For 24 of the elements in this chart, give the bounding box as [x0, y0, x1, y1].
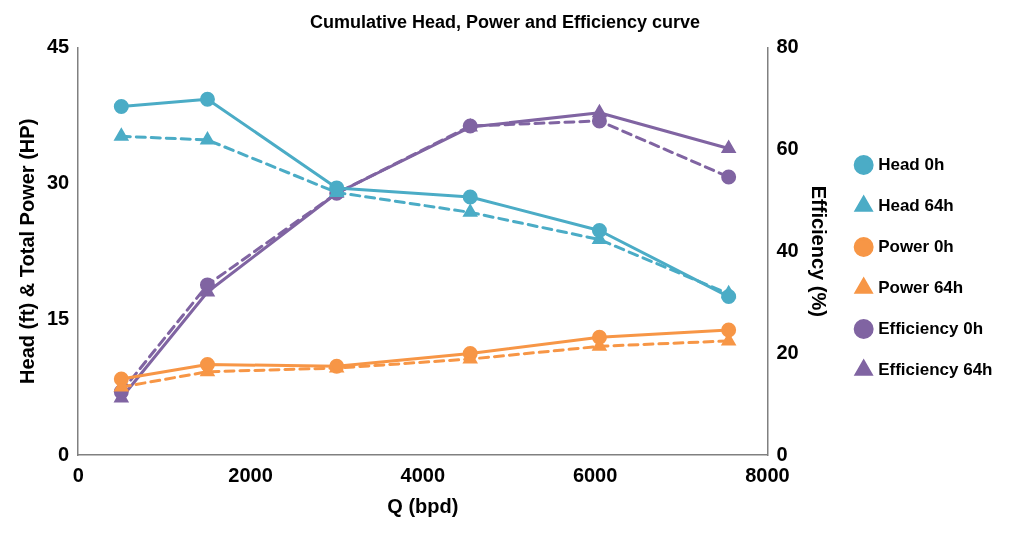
x-tick-label: 0: [72, 463, 84, 486]
legend-label: Efficiency 64h: [878, 359, 993, 379]
y-tick-label: 45: [47, 35, 70, 58]
y-tick-label: 0: [58, 442, 70, 465]
y2-tick-label: 0: [776, 442, 788, 465]
y-axis-title: Head (ft) & Total Power (HP): [15, 118, 38, 384]
legend-label: Head 64h: [878, 195, 954, 215]
legend-label: Power 64h: [878, 277, 964, 297]
y2-axis-title: Efficiency (%): [808, 185, 831, 317]
y2-tick-label: 80: [776, 35, 799, 58]
y-tick-label: 30: [47, 170, 70, 193]
y2-tick-label: 20: [776, 340, 799, 363]
y2-tick-label: 40: [776, 238, 799, 261]
y-tick-label: 15: [47, 306, 70, 329]
x-axis-title: Q (bpd): [387, 494, 459, 517]
chart-title: Cumulative Head, Power and Efficiency curve: [309, 11, 701, 32]
x-tick-label: 8000: [745, 463, 790, 486]
x-tick-label: 4000: [400, 463, 446, 486]
x-tick-label: 6000: [572, 463, 618, 486]
legend-label: Efficiency 0h: [878, 318, 984, 338]
legend-label: Head 0h: [878, 154, 945, 174]
legend-label: Power 0h: [878, 236, 954, 256]
y2-tick-label: 60: [776, 136, 799, 159]
x-tick-label: 2000: [228, 463, 273, 486]
